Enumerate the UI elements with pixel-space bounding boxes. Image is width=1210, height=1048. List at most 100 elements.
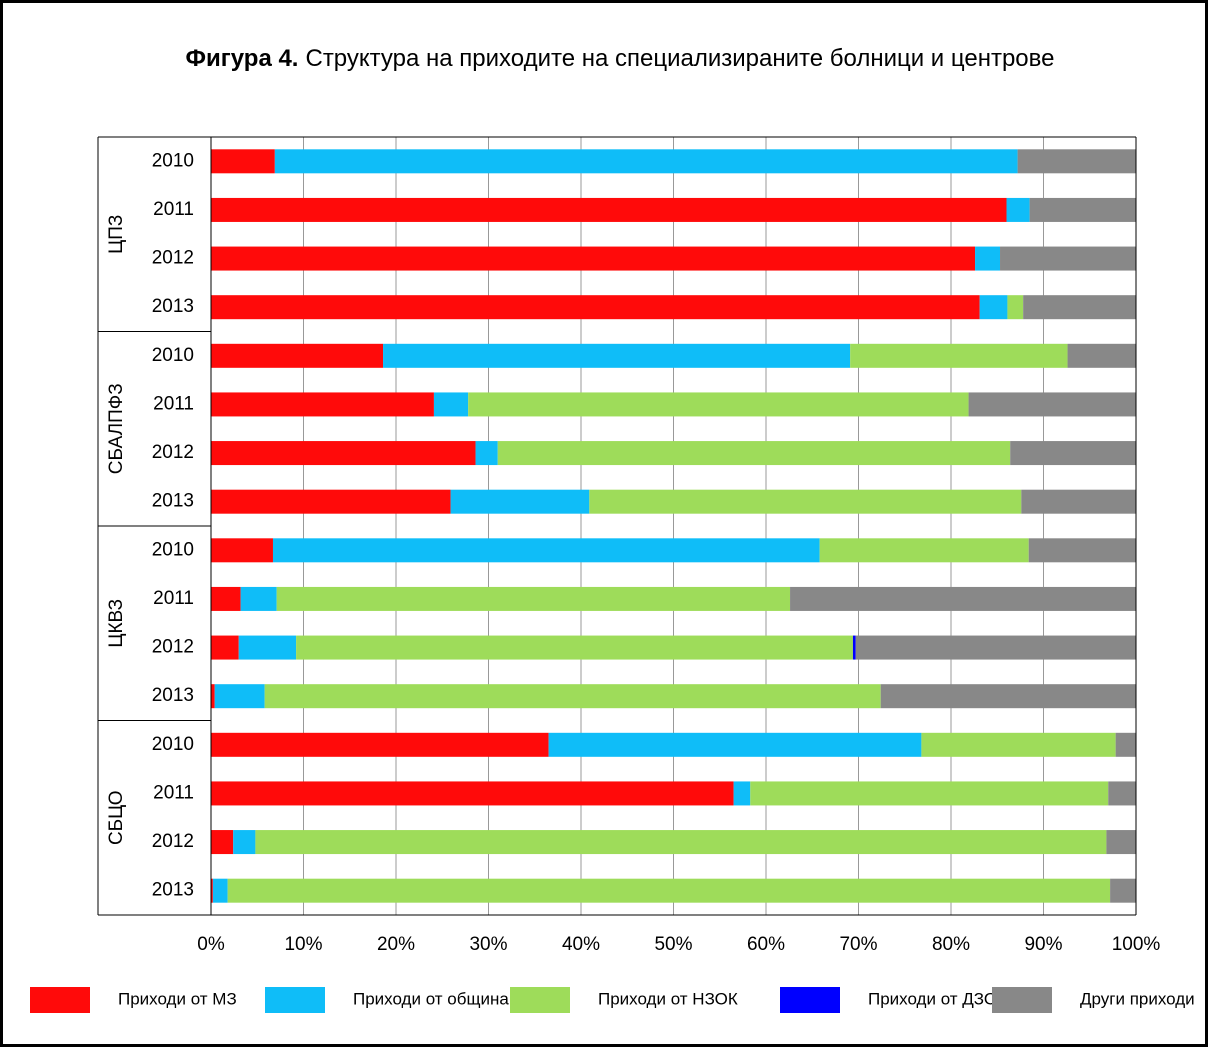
bar-segment [227, 878, 1111, 903]
bar-segment [1010, 441, 1136, 466]
bar-segment [211, 781, 734, 806]
y-tick-label: 2011 [153, 588, 194, 609]
bar-segment [1067, 343, 1136, 368]
x-tick-label: 90% [1024, 934, 1062, 955]
bar-segment [383, 343, 851, 368]
y-tick-label: 2012 [152, 831, 194, 852]
bar-segment [264, 684, 881, 709]
bar-segment [296, 635, 853, 660]
bar-segment [272, 538, 820, 563]
legend-swatch [30, 987, 90, 1013]
bar-segment [211, 538, 273, 563]
bar-segment [211, 489, 451, 514]
bar-segment [211, 684, 215, 709]
bar-segment [921, 732, 1116, 757]
y-tick-label: 2013 [152, 880, 194, 901]
title-text: Структура на приходите на специализирани… [305, 45, 1054, 72]
x-tick-label: 100% [1112, 934, 1161, 955]
bar-segment [475, 441, 498, 466]
y-tick-label: 2012 [152, 442, 194, 463]
legend-swatch [992, 987, 1052, 1013]
y-tick-label: 2013 [152, 491, 194, 512]
bar-segment [211, 732, 549, 757]
x-tick-label: 80% [932, 934, 970, 955]
figure-label: Фигура 4. [186, 45, 299, 72]
bar-segment [968, 392, 1136, 417]
y-tick-label: 2010 [152, 734, 194, 755]
bar-segment [1108, 781, 1136, 806]
x-tick-label: 70% [839, 934, 877, 955]
x-tick-label: 30% [469, 934, 507, 955]
bar-segment [1106, 830, 1136, 855]
bar-segment [1007, 295, 1024, 320]
y-tick-label: 2012 [152, 248, 194, 269]
bar-segment [1006, 197, 1030, 222]
legend-label: Приходи от МЗ [118, 989, 237, 1008]
bar-segment [450, 489, 590, 514]
group-label: СБЦО [106, 790, 127, 845]
bar-segment [211, 246, 976, 271]
bar-segment [211, 635, 239, 660]
bar-segment [211, 343, 384, 368]
bar-segment [1021, 489, 1136, 514]
legend-label: Приходи от ДЗОФ [868, 989, 1010, 1008]
bar-segment [852, 635, 856, 660]
legend-label: Други приходи [1080, 989, 1195, 1008]
y-tick-label: 2011 [153, 199, 194, 220]
legend-label: Приходи от НЗОК [598, 989, 738, 1008]
bar-segment [211, 392, 434, 417]
x-tick-label: 60% [747, 934, 785, 955]
bar-segment [274, 149, 1018, 174]
bar-segment [211, 197, 1007, 222]
bar-segment [211, 586, 241, 611]
bar-segment [1115, 732, 1136, 757]
x-tick-label: 50% [654, 934, 692, 955]
bar-segment [240, 586, 277, 611]
bar-segment [880, 684, 1136, 709]
x-tick-label: 0% [197, 934, 225, 955]
bar-segment [850, 343, 1068, 368]
bar-segment [1028, 538, 1136, 563]
bar-segment [819, 538, 1029, 563]
y-tick-label: 2012 [152, 637, 194, 658]
y-tick-label: 2011 [153, 782, 194, 803]
bar-segment [433, 392, 469, 417]
bar-segment [212, 878, 228, 903]
bar-segment [589, 489, 1022, 514]
bar-segment [214, 684, 265, 709]
bar-segment [548, 732, 922, 757]
legend-label: Приходи от община [353, 989, 509, 1008]
bar-segment [276, 586, 791, 611]
group-label: СБАЛПФЗ [106, 383, 127, 474]
bar-segment [750, 781, 1109, 806]
bar-segment [979, 295, 1008, 320]
bar-segment [790, 586, 1136, 611]
y-tick-label: 2010 [152, 345, 194, 366]
y-tick-label: 2010 [152, 539, 194, 560]
bar-segment [233, 830, 256, 855]
bar-segment [733, 781, 751, 806]
bar-segment [211, 878, 213, 903]
legend-swatch [780, 987, 840, 1013]
bar-segment [855, 635, 1136, 660]
bar-segment [211, 830, 234, 855]
chart-title: Фигура 4. Структура на приходите на специ… [186, 45, 1055, 72]
bar-segment [468, 392, 969, 417]
x-tick-label: 20% [377, 934, 415, 955]
x-tick-label: 10% [284, 934, 322, 955]
y-tick-label: 2013 [152, 296, 194, 317]
bar-segment [211, 149, 275, 174]
bar-segment [1110, 878, 1136, 903]
legend-swatch [510, 987, 570, 1013]
bar-segment [497, 441, 1011, 466]
legend-swatch [265, 987, 325, 1013]
bar-segment [255, 830, 1107, 855]
bar-segment [1023, 295, 1136, 320]
group-label: ЦПЗ [106, 215, 127, 254]
x-tick-label: 40% [562, 934, 600, 955]
bar-segment [1000, 246, 1136, 271]
y-tick-label: 2010 [152, 150, 194, 171]
